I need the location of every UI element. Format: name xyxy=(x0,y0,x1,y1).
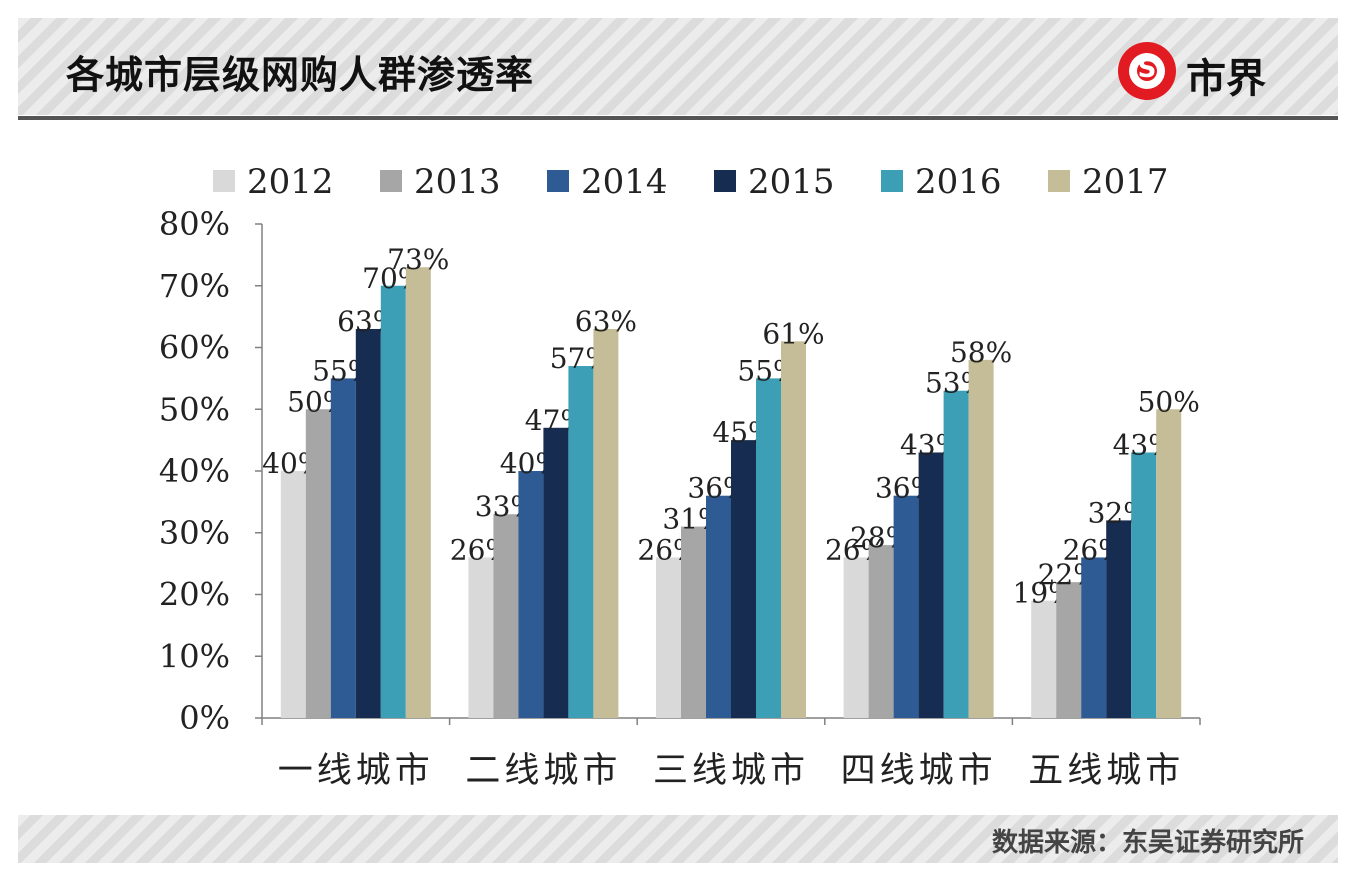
bar xyxy=(656,557,681,718)
bar xyxy=(918,452,944,718)
bar xyxy=(681,526,706,718)
bar xyxy=(543,427,569,718)
bar xyxy=(355,328,381,718)
data-label: 73% xyxy=(387,243,449,276)
bar xyxy=(781,341,806,718)
bar xyxy=(493,514,519,718)
legend-swatch xyxy=(213,170,235,192)
page-title: 各城市层级网购人群渗透率 xyxy=(66,53,535,97)
bar xyxy=(893,495,919,718)
legend-label: 2012 xyxy=(247,162,334,202)
legend-label: 2017 xyxy=(1082,162,1169,202)
legend-label: 2015 xyxy=(748,162,835,202)
bar xyxy=(330,378,356,718)
legend-swatch xyxy=(547,170,569,192)
bar xyxy=(1031,600,1057,718)
y-tick-label: 30% xyxy=(159,514,230,552)
legend-swatch xyxy=(380,170,402,192)
legend-label: 2016 xyxy=(915,162,1002,202)
bar xyxy=(1131,452,1157,718)
y-tick-label: 60% xyxy=(159,329,230,367)
bar xyxy=(706,495,731,718)
y-tick-label: 70% xyxy=(159,267,230,305)
bar xyxy=(468,557,494,718)
bar xyxy=(756,378,781,718)
bar xyxy=(1081,557,1107,718)
bar xyxy=(968,359,994,718)
bar xyxy=(405,267,431,718)
y-tick-label: 0% xyxy=(179,699,230,737)
header-divider xyxy=(18,116,1338,120)
bar xyxy=(1106,520,1132,718)
x-category-label: 一线城市 xyxy=(278,751,434,791)
data-label: 61% xyxy=(762,317,824,350)
y-tick-label: 50% xyxy=(159,390,230,428)
bar xyxy=(568,366,594,718)
bar xyxy=(305,409,331,718)
footer-banner xyxy=(18,815,1338,863)
bar xyxy=(868,545,894,718)
bar xyxy=(1156,409,1182,718)
x-category-label: 三线城市 xyxy=(653,751,809,791)
x-category-label: 四线城市 xyxy=(841,751,997,791)
bar xyxy=(843,557,869,718)
data-label: 63% xyxy=(575,305,637,338)
legend-label: 2014 xyxy=(581,162,668,202)
bar xyxy=(280,471,306,718)
bar xyxy=(593,328,619,718)
bar xyxy=(380,285,406,718)
bar xyxy=(731,440,756,718)
y-tick-label: 20% xyxy=(159,576,230,614)
bar xyxy=(1056,582,1082,718)
data-label: 58% xyxy=(950,336,1012,369)
bar xyxy=(943,390,969,718)
legend-swatch xyxy=(1048,170,1070,192)
bar xyxy=(518,471,544,718)
legend-label: 2013 xyxy=(414,162,501,202)
data-label: 50% xyxy=(1138,385,1200,418)
logo-mark: S xyxy=(1137,54,1157,84)
x-category-label: 五线城市 xyxy=(1028,751,1184,791)
legend-swatch xyxy=(714,170,736,192)
x-category-label: 二线城市 xyxy=(465,751,621,791)
logo-text: 市界 xyxy=(1186,56,1266,102)
y-tick-label: 80% xyxy=(159,205,230,243)
legend-swatch xyxy=(881,170,903,192)
data-source: 数据来源：东吴证券研究所 xyxy=(991,828,1304,858)
y-tick-label: 10% xyxy=(159,637,230,675)
y-tick-label: 40% xyxy=(159,452,230,490)
logo-circle-icon xyxy=(1118,42,1176,100)
